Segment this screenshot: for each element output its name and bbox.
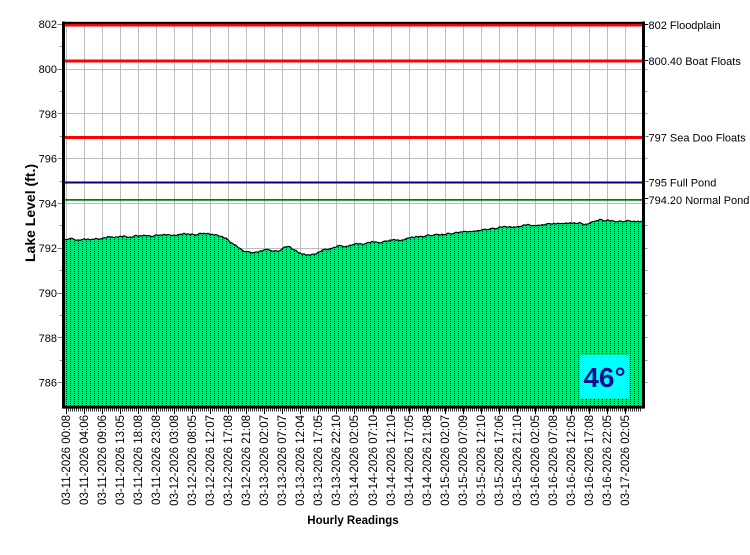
svg-text:796: 796	[39, 154, 57, 166]
svg-text:03-16-2026 17:08: 03-16-2026 17:08	[584, 415, 596, 506]
svg-text:03-13-2026 02:07: 03-13-2026 02:07	[259, 415, 271, 506]
svg-text:03-12-2026 21:08: 03-12-2026 21:08	[241, 415, 253, 506]
svg-text:03-12-2026 12:07: 03-12-2026 12:07	[205, 415, 217, 506]
svg-text:795 Full Pond: 795 Full Pond	[649, 178, 717, 190]
svg-text:03-13-2026 22:10: 03-13-2026 22:10	[331, 415, 343, 506]
svg-text:03-13-2026 12:04: 03-13-2026 12:04	[295, 414, 307, 505]
svg-text:03-11-2026 04:06: 03-11-2026 04:06	[79, 415, 91, 505]
svg-text:790: 790	[39, 288, 57, 300]
svg-text:797 Sea Doo Floats: 797 Sea Doo Floats	[649, 133, 747, 145]
svg-text:03-14-2026 07:10: 03-14-2026 07:10	[368, 415, 380, 506]
svg-text:03-14-2026 17:05: 03-14-2026 17:05	[404, 415, 416, 506]
svg-text:46°: 46°	[583, 362, 625, 393]
svg-text:03-16-2026 02:05: 03-16-2026 02:05	[530, 415, 542, 506]
svg-text:802: 802	[39, 19, 57, 31]
svg-text:800: 800	[39, 64, 57, 76]
svg-text:03-14-2026 21:08: 03-14-2026 21:08	[422, 415, 434, 506]
svg-text:03-12-2026 08:05: 03-12-2026 08:05	[187, 415, 199, 506]
svg-text:794.20 Normal Pond: 794.20 Normal Pond	[649, 195, 750, 207]
svg-text:794: 794	[39, 198, 57, 210]
svg-text:Lake Level (ft.): Lake Level (ft.)	[22, 164, 38, 262]
svg-text:Hourly Readings: Hourly Readings	[307, 515, 398, 527]
svg-text:03-15-2026 21:10: 03-15-2026 21:10	[512, 415, 524, 506]
svg-text:03-11-2026 23:08: 03-11-2026 23:08	[151, 415, 163, 505]
svg-text:03-12-2026 17:08: 03-12-2026 17:08	[223, 415, 235, 506]
svg-text:800.40 Boat Floats: 800.40 Boat Floats	[649, 56, 742, 68]
svg-text:03-12-2026 03:08: 03-12-2026 03:08	[169, 415, 181, 506]
svg-text:802 Floodplain: 802 Floodplain	[649, 20, 721, 32]
svg-text:03-15-2026 12:10: 03-15-2026 12:10	[476, 415, 488, 506]
svg-text:03-11-2026 18:08: 03-11-2026 18:08	[133, 415, 145, 505]
svg-text:792: 792	[39, 243, 57, 255]
svg-text:03-11-2026 13:05: 03-11-2026 13:05	[115, 415, 127, 505]
svg-text:03-15-2026 02:07: 03-15-2026 02:07	[440, 415, 452, 506]
svg-text:798: 798	[39, 109, 57, 121]
svg-text:788: 788	[39, 333, 57, 345]
svg-text:786: 786	[39, 378, 57, 390]
svg-text:03-16-2026 12:05: 03-16-2026 12:05	[566, 415, 578, 506]
svg-text:03-15-2026 17:06: 03-15-2026 17:06	[494, 415, 506, 506]
svg-text:03-11-2026 09:06: 03-11-2026 09:06	[97, 415, 109, 505]
svg-text:03-17-2026 02:05: 03-17-2026 02:05	[620, 415, 632, 506]
svg-text:03-13-2026 17:05: 03-13-2026 17:05	[313, 415, 325, 506]
svg-text:03-15-2026 07:09: 03-15-2026 07:09	[458, 415, 470, 506]
svg-text:03-16-2026 07:08: 03-16-2026 07:08	[548, 415, 560, 506]
svg-text:03-13-2026 07:07: 03-13-2026 07:07	[277, 415, 289, 506]
svg-text:03-14-2026 12:10: 03-14-2026 12:10	[386, 415, 398, 506]
svg-text:03-16-2026 22:05: 03-16-2026 22:05	[602, 415, 614, 506]
svg-text:03-14-2026 02:05: 03-14-2026 02:05	[349, 415, 361, 506]
svg-text:03-11-2026 00:08: 03-11-2026 00:08	[61, 415, 73, 505]
